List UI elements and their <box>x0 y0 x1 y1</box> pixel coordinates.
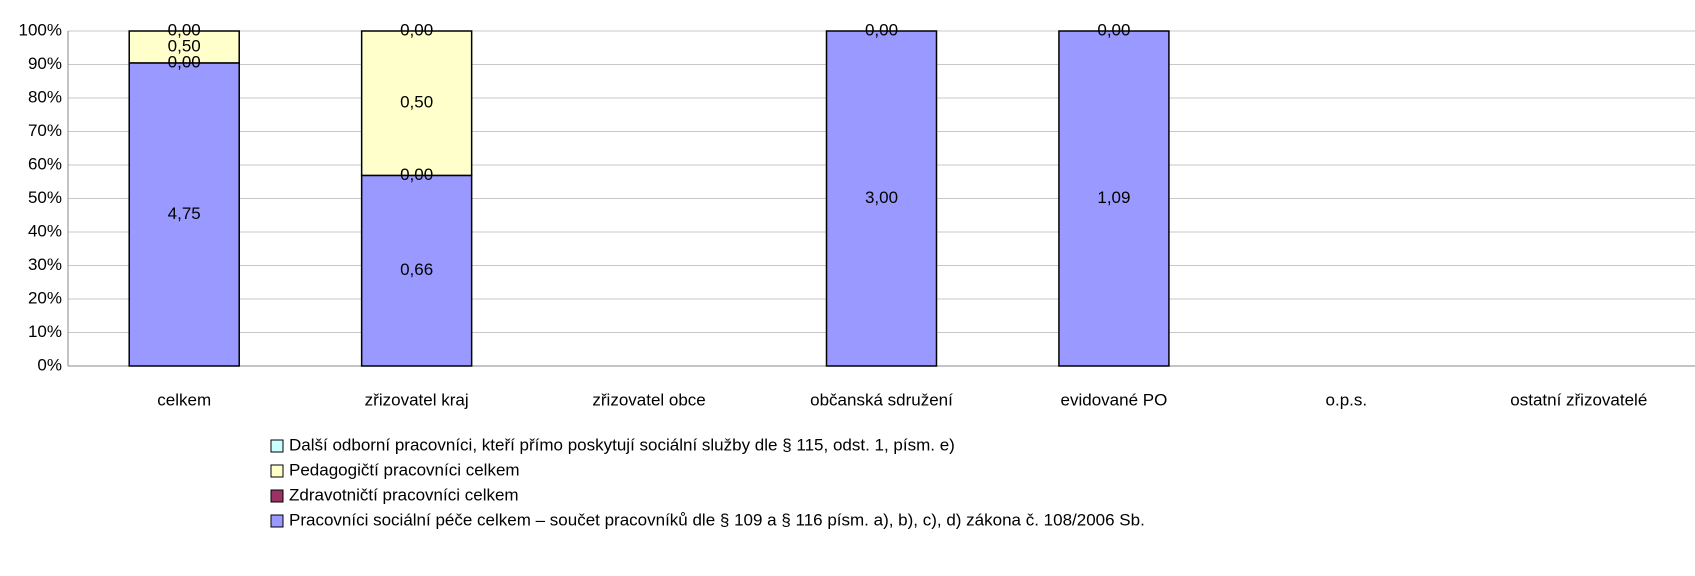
y-tick-label: 30% <box>28 255 62 274</box>
legend-swatch <box>270 489 284 503</box>
y-tick-label: 20% <box>28 288 62 307</box>
data-label: 0,00 <box>865 20 898 39</box>
y-tick-label: 50% <box>28 188 62 207</box>
data-label: 0,00 <box>1097 20 1130 39</box>
data-label: 3,00 <box>865 188 898 207</box>
y-tick-label: 90% <box>28 54 62 73</box>
legend-label: Další odborní pracovníci, kteří přímo po… <box>289 435 955 454</box>
data-label: 0,66 <box>400 260 433 279</box>
legend-label: Pracovníci sociální péče celkem – součet… <box>289 510 1145 529</box>
x-tick-label: celkem <box>157 390 211 409</box>
bar-segment <box>360 30 473 177</box>
x-tick-label: občanská sdružení <box>810 390 953 409</box>
y-tick-label: 70% <box>28 121 62 140</box>
data-label: 0,50 <box>168 36 201 55</box>
bar-segment <box>128 30 240 64</box>
legend-swatch <box>270 514 284 528</box>
y-tick-label: 100% <box>19 20 62 39</box>
data-label: 0,00 <box>168 52 201 71</box>
data-label: 0,00 <box>168 20 201 39</box>
data-label: 0,00 <box>400 20 433 39</box>
y-tick-label: 0% <box>37 355 62 374</box>
x-tick-label: evidované PO <box>1061 390 1168 409</box>
x-tick-label: ostatní zřizovatelé <box>1510 390 1647 409</box>
legend-swatch <box>270 464 284 478</box>
legend-swatch <box>270 439 284 453</box>
legend-label: Zdravotničtí pracovníci celkem <box>289 485 519 504</box>
x-tick-label: zřizovatel kraj <box>365 390 469 409</box>
data-label: 0,50 <box>400 93 433 112</box>
data-label: 0,00 <box>400 165 433 184</box>
y-tick-label: 40% <box>28 221 62 240</box>
y-tick-label: 80% <box>28 87 62 106</box>
data-label: 4,75 <box>168 204 201 223</box>
y-tick-label: 10% <box>28 322 62 341</box>
data-label: 1,09 <box>1097 188 1130 207</box>
y-tick-label: 60% <box>28 154 62 173</box>
x-tick-label: zřizovatel obce <box>592 390 705 409</box>
bar-segment <box>1058 30 1170 367</box>
x-tick-label: o.p.s. <box>1326 390 1368 409</box>
legend-label: Pedagogičtí pracovníci celkem <box>289 460 520 479</box>
bar-segment <box>128 62 240 367</box>
bar-segment <box>825 30 938 367</box>
